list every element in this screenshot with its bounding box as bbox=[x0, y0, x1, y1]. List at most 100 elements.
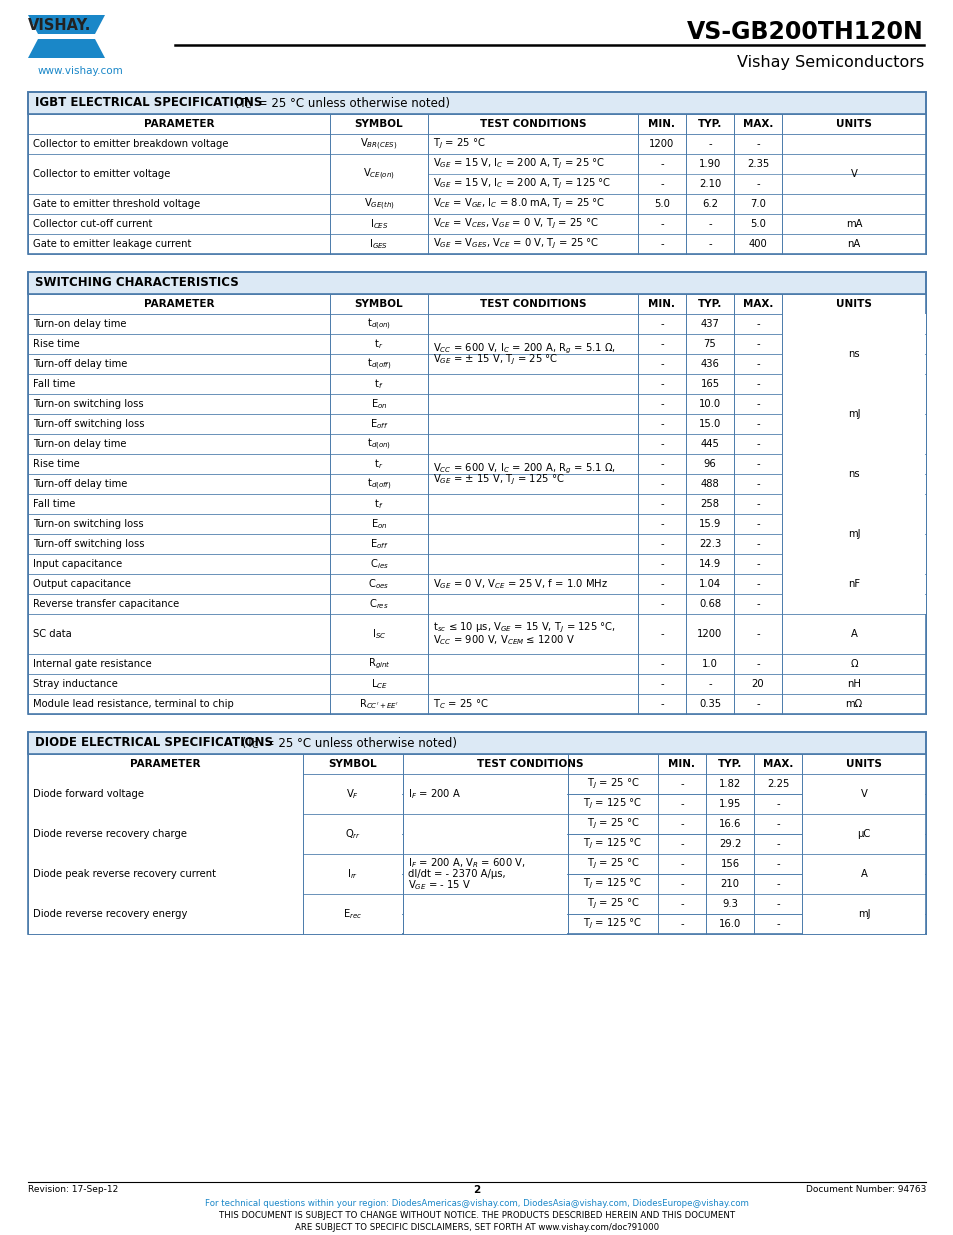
Text: Collector cut-off current: Collector cut-off current bbox=[33, 219, 152, 228]
Bar bbox=[28, 114, 925, 135]
Text: PARAMETER: PARAMETER bbox=[131, 760, 200, 769]
Text: dI/dt = - 2370 A/μs,: dI/dt = - 2370 A/μs, bbox=[408, 869, 505, 879]
Bar bbox=[28, 194, 925, 214]
Text: -: - bbox=[679, 839, 683, 848]
Text: Rise time: Rise time bbox=[33, 338, 80, 350]
Text: -: - bbox=[756, 659, 759, 669]
Bar bbox=[28, 655, 925, 674]
Text: 210: 210 bbox=[720, 879, 739, 889]
Text: (T: (T bbox=[237, 736, 253, 750]
Bar bbox=[403, 815, 567, 853]
Bar bbox=[28, 774, 303, 814]
Bar bbox=[28, 774, 925, 794]
Text: 20: 20 bbox=[751, 679, 763, 689]
Text: 1200: 1200 bbox=[649, 140, 674, 149]
Text: PARAMETER: PARAMETER bbox=[144, 119, 214, 128]
Bar bbox=[28, 354, 925, 374]
Text: Diode peak reverse recovery current: Diode peak reverse recovery current bbox=[33, 869, 215, 879]
Text: Collector to emitter breakdown voltage: Collector to emitter breakdown voltage bbox=[33, 140, 229, 149]
Text: 16.0: 16.0 bbox=[719, 919, 740, 929]
Text: 22.3: 22.3 bbox=[699, 538, 720, 550]
Bar bbox=[781, 514, 925, 555]
Text: (T: (T bbox=[231, 96, 247, 110]
Text: -: - bbox=[776, 819, 779, 829]
Bar bbox=[28, 794, 925, 814]
Text: -: - bbox=[659, 359, 663, 369]
Text: C$_{oes}$: C$_{oes}$ bbox=[368, 577, 389, 590]
Text: 15.0: 15.0 bbox=[699, 419, 720, 429]
Text: MAX.: MAX. bbox=[742, 119, 772, 128]
Text: SYMBOL: SYMBOL bbox=[355, 119, 403, 128]
Text: V$_{CC}$ = 600 V, I$_C$ = 200 A, R$_g$ = 5.1 Ω,: V$_{CC}$ = 600 V, I$_C$ = 200 A, R$_g$ =… bbox=[433, 341, 616, 356]
Text: 1.82: 1.82 bbox=[719, 779, 740, 789]
Bar bbox=[28, 894, 303, 934]
Text: t$_{d(on)}$: t$_{d(on)}$ bbox=[367, 436, 391, 452]
Text: t$_f$: t$_f$ bbox=[374, 498, 383, 511]
Text: 1.0: 1.0 bbox=[701, 659, 718, 669]
Text: A: A bbox=[850, 629, 857, 638]
Text: I$_{CES}$: I$_{CES}$ bbox=[370, 217, 388, 231]
Text: T$_C$ = 25 °C: T$_C$ = 25 °C bbox=[433, 697, 488, 711]
Text: V$_{CE}$ = V$_{GE}$, I$_C$ = 8.0 mA, T$_J$ = 25 °C: V$_{CE}$ = V$_{GE}$, I$_C$ = 8.0 mA, T$_… bbox=[433, 196, 605, 211]
Text: -: - bbox=[756, 438, 759, 450]
Text: -: - bbox=[756, 140, 759, 149]
Text: mΩ: mΩ bbox=[844, 699, 862, 709]
Text: MIN.: MIN. bbox=[668, 760, 695, 769]
Text: Collector to emitter voltage: Collector to emitter voltage bbox=[33, 169, 171, 179]
Text: TEST CONDITIONS: TEST CONDITIONS bbox=[479, 299, 586, 309]
Text: -: - bbox=[776, 799, 779, 809]
Text: V$_{GE(th)}$: V$_{GE(th)}$ bbox=[363, 196, 394, 211]
Text: V$_{BR(CES)}$: V$_{BR(CES)}$ bbox=[360, 136, 397, 152]
Text: -: - bbox=[776, 860, 779, 869]
Text: VS-GB200TH120N: VS-GB200TH120N bbox=[686, 20, 923, 44]
Bar bbox=[801, 855, 924, 893]
Bar bbox=[28, 314, 925, 333]
Text: T$_J$ = 25 °C: T$_J$ = 25 °C bbox=[586, 897, 639, 911]
Text: -: - bbox=[756, 459, 759, 469]
Text: 0.68: 0.68 bbox=[699, 599, 720, 609]
Text: V$_F$: V$_F$ bbox=[346, 787, 359, 802]
Text: -: - bbox=[659, 479, 663, 489]
Text: T$_J$ = 125 °C: T$_J$ = 125 °C bbox=[583, 797, 642, 811]
Text: C$_{res}$: C$_{res}$ bbox=[369, 597, 389, 611]
Text: I$_F$ = 200 A: I$_F$ = 200 A bbox=[408, 787, 460, 802]
Bar bbox=[28, 574, 925, 594]
Text: -: - bbox=[679, 899, 683, 909]
Bar bbox=[28, 154, 925, 194]
Text: -: - bbox=[659, 159, 663, 169]
Bar bbox=[28, 135, 925, 154]
Text: -: - bbox=[659, 399, 663, 409]
Text: -: - bbox=[756, 338, 759, 350]
Text: t$_f$: t$_f$ bbox=[374, 377, 383, 391]
Text: nH: nH bbox=[846, 679, 860, 689]
Text: MIN.: MIN. bbox=[648, 119, 675, 128]
Text: -: - bbox=[756, 579, 759, 589]
Bar bbox=[28, 874, 925, 894]
Text: = 25 °C unless otherwise noted): = 25 °C unless otherwise noted) bbox=[253, 96, 450, 110]
Bar bbox=[801, 894, 924, 934]
Text: V$_{CE(on)}$: V$_{CE(on)}$ bbox=[363, 167, 395, 182]
Text: UNITS: UNITS bbox=[835, 299, 871, 309]
Text: -: - bbox=[679, 879, 683, 889]
Text: 2: 2 bbox=[473, 1186, 480, 1195]
Text: -: - bbox=[756, 399, 759, 409]
Bar bbox=[403, 894, 567, 934]
Text: Turn-off delay time: Turn-off delay time bbox=[33, 359, 128, 369]
Text: 10.0: 10.0 bbox=[699, 399, 720, 409]
Bar bbox=[28, 454, 925, 474]
Bar bbox=[303, 815, 402, 853]
Text: V$_{GE}$ = 15 V, I$_C$ = 200 A, T$_J$ = 125 °C: V$_{GE}$ = 15 V, I$_C$ = 200 A, T$_J$ = … bbox=[433, 177, 611, 191]
Bar bbox=[303, 774, 402, 814]
Text: Turn-on switching loss: Turn-on switching loss bbox=[33, 519, 144, 529]
Text: V$_{GE}$ = ± 15 V, T$_J$ = 125 °C: V$_{GE}$ = ± 15 V, T$_J$ = 125 °C bbox=[433, 472, 564, 487]
Text: 1.90: 1.90 bbox=[699, 159, 720, 169]
Bar bbox=[28, 853, 925, 874]
Text: Diode forward voltage: Diode forward voltage bbox=[33, 789, 144, 799]
Text: E$_{rec}$: E$_{rec}$ bbox=[343, 906, 362, 921]
Bar bbox=[781, 515, 924, 553]
Bar bbox=[303, 894, 402, 934]
Text: E$_{off}$: E$_{off}$ bbox=[370, 417, 388, 431]
Polygon shape bbox=[28, 40, 105, 58]
Text: mJ: mJ bbox=[857, 909, 869, 919]
Text: -: - bbox=[659, 599, 663, 609]
